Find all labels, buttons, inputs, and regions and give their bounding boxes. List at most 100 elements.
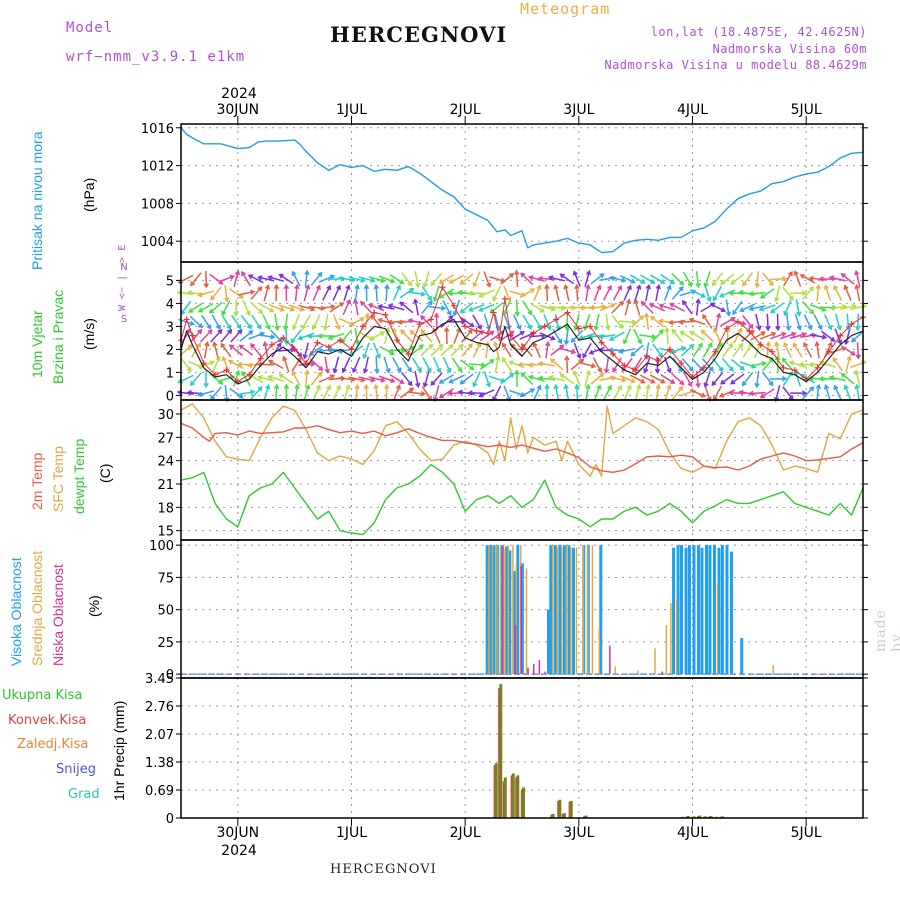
- wind-arrow-shaft: [233, 370, 240, 387]
- wind-arrow: [273, 283, 280, 302]
- cloud-high-bar: [553, 545, 557, 675]
- wind-arrow: [574, 283, 580, 302]
- wind-arrow: [318, 304, 336, 310]
- wind-arrow-shaft: [392, 328, 401, 344]
- wind-arrow-head: [837, 339, 843, 345]
- wind-arrow-head: [679, 380, 685, 386]
- wind-arrow: [721, 358, 734, 372]
- wind-arrow: [608, 331, 625, 341]
- y-tick-label: 30: [157, 408, 174, 423]
- wind-arrow-head: [290, 338, 296, 344]
- wind-arrow-shaft: [389, 373, 404, 384]
- wind-arrow: [762, 372, 774, 387]
- wind-arrow-shaft: [414, 271, 420, 288]
- wind-arrow-head: [432, 396, 439, 403]
- wind-arrow-shaft: [691, 358, 704, 371]
- wind-gust-marker: [769, 348, 776, 355]
- wind-arrow-head: [448, 343, 454, 349]
- wind-arrow-head: [666, 284, 672, 290]
- wind-arrow: [634, 284, 642, 302]
- wind-arrow-shaft: [332, 385, 341, 401]
- wind-arrow-shaft: [430, 344, 444, 357]
- wind-arrow-head: [279, 306, 286, 312]
- wind-arrow: [283, 283, 289, 302]
- wind-arrow: [238, 289, 256, 296]
- wind-arrow-head: [536, 284, 542, 290]
- wind-arrow-shaft: [593, 285, 601, 302]
- wind-arrow-head: [448, 278, 454, 284]
- wind-gust-marker: [575, 325, 582, 332]
- wind-arrow: [291, 270, 301, 287]
- wind-gust-marker: [382, 311, 389, 318]
- wind-arrow-shaft: [749, 305, 766, 311]
- wind-arrow: [547, 275, 566, 282]
- wind-arrow: [823, 384, 831, 401]
- wind-arrow: [472, 271, 481, 288]
- wind-arrow-head: [397, 319, 403, 325]
- wind-gust-marker: [734, 318, 741, 325]
- wind-arrow-head: [607, 284, 612, 291]
- wind-arrow-shaft: [328, 333, 345, 340]
- wind-arrow-head: [362, 353, 368, 360]
- wind-arrow: [664, 326, 670, 345]
- wind-arrow-head: [546, 325, 552, 331]
- wind-arrow-head: [564, 325, 570, 332]
- wind-arrow: [250, 386, 263, 400]
- wind-arrow-shaft: [550, 358, 564, 371]
- wind-arrow-shaft: [240, 314, 252, 329]
- wind-arrow-shaft: [258, 376, 275, 382]
- wind-arrow-shaft: [704, 271, 711, 287]
- wind-arrow-head: [501, 356, 507, 362]
- wind-arrow: [671, 372, 685, 386]
- wind-arrow-shaft: [520, 272, 534, 286]
- wind-arrow-head: [574, 283, 580, 290]
- wind-arrow-head: [188, 307, 194, 313]
- wind-arrow-head: [417, 367, 422, 373]
- wind-arrow-head: [514, 269, 520, 275]
- wind-arrow: [715, 312, 722, 330]
- wind-arrow-head: [509, 373, 515, 378]
- wind-arrow-head: [547, 275, 554, 281]
- wind-arrow-head: [851, 303, 858, 310]
- wind-arrow: [389, 373, 405, 384]
- wind-arrow-head: [282, 325, 289, 332]
- wind-arrow: [294, 383, 300, 402]
- compass-s-label: S: [121, 314, 127, 325]
- y-tick-label: 2.07: [145, 728, 174, 743]
- cloud-high-bar: [700, 547, 704, 675]
- wind-arrow-shaft: [594, 313, 600, 330]
- cloud-low-bar: [609, 645, 611, 675]
- wind-arrow-shaft: [554, 285, 560, 302]
- precip-total-bar: [569, 800, 573, 818]
- wind-arrow-head: [206, 324, 212, 330]
- wind-arrow-head: [738, 289, 744, 296]
- wind-arrow: [741, 372, 754, 387]
- wind-speed-line: [180, 318, 864, 385]
- wind-arrow: [377, 303, 395, 310]
- wind-arrow-shaft: [375, 385, 379, 402]
- wind-arrow-head: [618, 348, 624, 354]
- wind-arrow: [793, 270, 802, 287]
- wind-arrow: [599, 303, 616, 312]
- wind-arrow-shaft: [690, 331, 705, 341]
- cloud-mid-bar: [582, 545, 585, 675]
- wind-arrow-head: [702, 313, 708, 320]
- wind-arrow: [622, 328, 632, 345]
- wind-arrow-shaft: [584, 271, 591, 287]
- cloud-high-bar: [572, 547, 576, 675]
- wind-arrow: [779, 331, 797, 340]
- wind-arrow-head: [527, 275, 534, 281]
- wind-arrow-head: [713, 327, 718, 333]
- wind-arrow: [268, 359, 284, 370]
- wind-gust-marker: [678, 360, 685, 367]
- wind-arrow-shaft: [844, 385, 852, 401]
- wind-arrow-head: [448, 315, 454, 321]
- wind-arrow-head: [593, 325, 599, 332]
- wind-arrow-head: [796, 311, 802, 317]
- wind-arrow: [409, 329, 424, 342]
- wind-gust-marker: [837, 332, 844, 339]
- wind-arrow-shaft: [570, 358, 584, 371]
- cloud-high-bar: [599, 545, 603, 675]
- wind-arrow-head: [814, 340, 820, 347]
- wind-arrow-head: [189, 380, 195, 387]
